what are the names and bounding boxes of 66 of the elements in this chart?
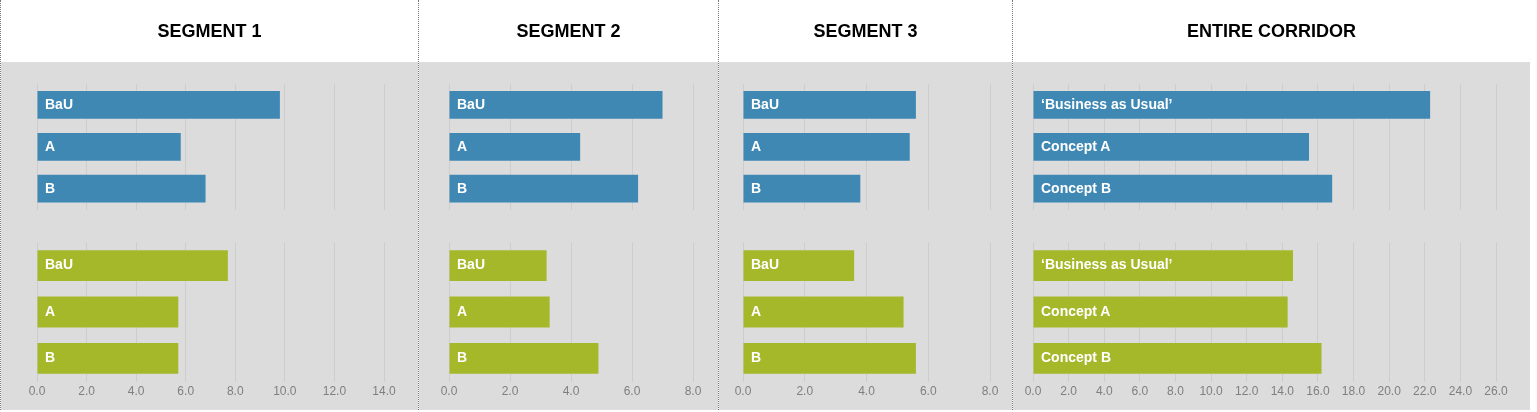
y-tick-label: BaU: [457, 95, 486, 112]
chart-title: SEGMENT 3: [719, 0, 1012, 62]
y-tick-label: B: [45, 179, 56, 196]
y-tick-label: A: [751, 302, 762, 319]
y-tick-label: BaU: [45, 95, 74, 112]
bar: [449, 296, 550, 328]
x-tick-label: 2.0: [796, 384, 814, 399]
y-tick-label: Concept B: [1041, 179, 1111, 196]
y-tick-label: B: [751, 349, 762, 366]
chart-title: SEGMENT 1: [1, 0, 418, 62]
x-tick-label: 8.0: [1167, 384, 1185, 399]
x-tick-label: 16.0: [1306, 384, 1330, 399]
bar: [449, 343, 599, 374]
x-tick-label: 26.0: [1484, 384, 1508, 399]
x-tick-label: 8.0: [226, 384, 244, 399]
y-tick-label: ‘Business as Usual’: [1041, 256, 1173, 273]
y-tick-label: Concept B: [1041, 349, 1111, 366]
x-tick-label: 10.0: [1199, 384, 1224, 399]
y-tick-label: Concept A: [1041, 302, 1111, 319]
x-tick-label: 2.0: [78, 384, 96, 399]
y-tick-label: B: [751, 179, 762, 196]
x-tick-label: 24.0: [1448, 384, 1473, 399]
x-tick-label: 6.0: [1131, 384, 1149, 399]
x-tick-label: 10.0: [273, 384, 297, 399]
y-tick-label: Concept A: [1041, 137, 1111, 154]
chart-title: ENTIRE CORRIDOR: [1013, 0, 1530, 62]
x-tick-label: 8.0: [684, 384, 702, 399]
x-tick-label: 2.0: [1060, 384, 1078, 399]
x-tick-label: 2.0: [501, 384, 519, 399]
chart-title: SEGMENT 2: [419, 0, 718, 62]
x-tick-label: 12.0: [322, 384, 347, 399]
x-tick-label: 0.0: [1024, 384, 1042, 399]
y-tick-label: BaU: [457, 256, 486, 273]
x-tick-label: 18.0: [1341, 384, 1366, 399]
x-tick-label: 6.0: [623, 384, 641, 399]
y-tick-label: BaU: [45, 256, 74, 273]
y-tick-label: A: [457, 137, 468, 154]
x-tick-label: 0.0: [734, 384, 752, 399]
y-tick-label: A: [45, 137, 56, 154]
y-tick-label: A: [457, 302, 468, 319]
x-tick-label: 14.0: [372, 384, 396, 399]
x-tick-label: 0.0: [28, 384, 46, 399]
x-tick-label: 4.0: [562, 384, 580, 399]
x-tick-label: 4.0: [1095, 384, 1113, 399]
y-tick-label: A: [751, 137, 762, 154]
x-tick-label: 4.0: [858, 384, 876, 399]
bar: [743, 343, 916, 374]
y-tick-label: BaU: [751, 95, 780, 112]
bar: [743, 250, 855, 282]
y-tick-label: B: [457, 349, 468, 366]
x-tick-label: 6.0: [919, 384, 937, 399]
y-tick-label: ‘Business as Usual’: [1041, 95, 1173, 112]
x-tick-label: 22.0: [1413, 384, 1437, 399]
x-tick-label: 4.0: [127, 384, 145, 399]
x-tick-label: 0.0: [440, 384, 458, 399]
bar: [449, 250, 547, 282]
x-tick-label: 12.0: [1235, 384, 1259, 399]
y-tick-label: A: [45, 302, 56, 319]
x-tick-label: 20.0: [1377, 384, 1402, 399]
y-tick-label: B: [457, 179, 468, 196]
y-tick-label: B: [45, 349, 56, 366]
x-tick-label: 14.0: [1270, 384, 1295, 399]
x-tick-label: 6.0: [177, 384, 195, 399]
x-tick-label: 8.0: [981, 384, 999, 399]
bar: [743, 296, 904, 328]
y-tick-label: BaU: [751, 256, 780, 273]
